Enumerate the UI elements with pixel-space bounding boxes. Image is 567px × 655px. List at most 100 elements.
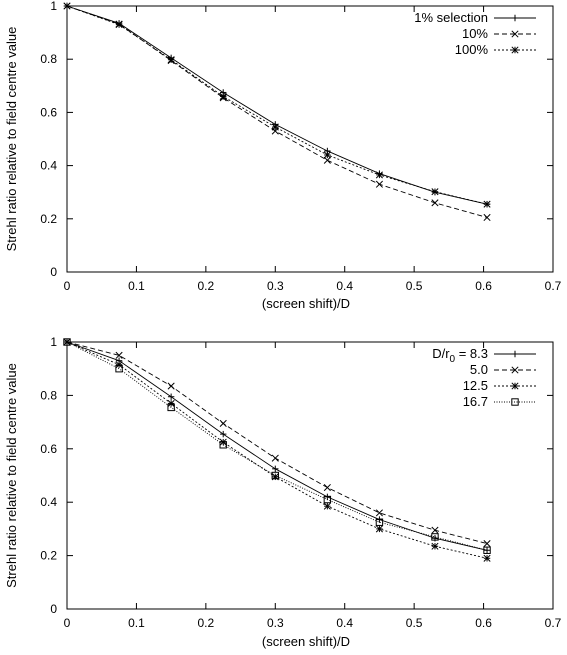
data-point bbox=[483, 547, 491, 554]
chart-panel-2: 0 0.1 0.2 0.3 0.4 0.5 0.6 0.7 0 0.2 0.4 0.6 0.8 1 (scr… bbox=[4, 335, 562, 649]
data-point bbox=[375, 509, 383, 517]
x-axis-label: (screen shift)/D bbox=[262, 634, 350, 649]
legend-label: 16.7 bbox=[463, 394, 488, 409]
x-tick-label: 0.3 bbox=[267, 616, 284, 630]
legend-marker bbox=[511, 366, 519, 374]
plot-frame bbox=[66, 5, 554, 273]
y-tick-label: 0.4 bbox=[40, 159, 57, 173]
x-tick-label: 0.1 bbox=[128, 279, 145, 293]
y-tick-label: 0.4 bbox=[40, 495, 57, 509]
y-axis-label: Strehl ratio relative to field centre va… bbox=[4, 27, 19, 252]
series-line bbox=[66, 341, 488, 551]
x-axis-label: (screen shift)/D bbox=[262, 296, 350, 311]
x-tick-label: 0.5 bbox=[406, 616, 423, 630]
y-tick-label: 0 bbox=[50, 265, 57, 279]
data-point bbox=[219, 438, 227, 446]
x-tick-label: 0 bbox=[64, 279, 71, 293]
series-2 bbox=[63, 2, 491, 222]
data-point bbox=[483, 554, 491, 562]
y-axis-label: Strehl ratio relative to field centre va… bbox=[4, 363, 19, 588]
legend-marker bbox=[511, 30, 519, 38]
series-line bbox=[66, 341, 488, 559]
x-tick-label: 0.6 bbox=[475, 616, 492, 630]
series-line bbox=[66, 341, 488, 551]
data-point bbox=[483, 540, 491, 548]
x-tick-label: 0.7 bbox=[545, 279, 562, 293]
series-4 bbox=[63, 338, 491, 554]
series-1 bbox=[63, 2, 491, 208]
data-point bbox=[219, 419, 227, 427]
data-point bbox=[375, 525, 383, 533]
data-point bbox=[115, 365, 123, 373]
data-point bbox=[271, 454, 279, 462]
x-tick-label: 0.1 bbox=[128, 616, 145, 630]
legend-marker bbox=[511, 350, 519, 358]
data-point bbox=[323, 151, 331, 159]
data-point bbox=[376, 516, 383, 523]
legend-label: 5.0 bbox=[470, 362, 488, 377]
y-tick-label: 0.6 bbox=[40, 105, 57, 119]
data-point bbox=[323, 502, 331, 510]
data-point bbox=[115, 361, 123, 369]
legend-marker bbox=[511, 46, 519, 54]
data-point bbox=[167, 56, 175, 64]
data-point bbox=[483, 213, 491, 222]
y-tick-label: 0.2 bbox=[40, 212, 57, 226]
x-tick-label: 0.4 bbox=[336, 279, 353, 293]
y-tick-label: 1 bbox=[50, 0, 57, 13]
data-point bbox=[324, 493, 331, 501]
data-point bbox=[483, 200, 491, 208]
data-point bbox=[431, 533, 439, 541]
series-3 bbox=[63, 338, 491, 562]
data-point bbox=[63, 338, 71, 346]
data-point bbox=[167, 403, 175, 412]
data-point bbox=[167, 382, 175, 390]
x-tick-label: 0.2 bbox=[198, 616, 215, 630]
data-point bbox=[431, 199, 439, 207]
series-line bbox=[66, 5, 488, 218]
x-tick-label: 0.7 bbox=[545, 616, 562, 630]
data-point bbox=[431, 542, 439, 550]
series-line bbox=[66, 5, 488, 205]
y-tick-label: 1 bbox=[50, 335, 57, 349]
legend-label: 12.5 bbox=[463, 378, 488, 393]
legend-label: 10% bbox=[462, 26, 488, 41]
x-tick-label: 0.6 bbox=[475, 279, 492, 293]
x-tick-label: 0.3 bbox=[267, 279, 284, 293]
legend-label: D/r0 = 8.3 bbox=[432, 346, 488, 365]
data-point bbox=[167, 393, 175, 400]
data-point bbox=[323, 156, 331, 164]
data-point bbox=[431, 526, 439, 534]
chart-panel-1: 0 0.1 0.2 0.3 0.4 0.5 0.6 0.7 0 0.2 0.4 0.6 0.8 1 (scr… bbox=[4, 0, 562, 311]
data-point bbox=[271, 123, 279, 131]
data-point bbox=[431, 188, 439, 196]
data-point bbox=[483, 546, 491, 554]
x-tick-label: 0.5 bbox=[406, 279, 423, 293]
plot-frame bbox=[66, 341, 554, 610]
legend-marker bbox=[511, 14, 519, 22]
data-point bbox=[219, 92, 227, 100]
y-tick-label: 0.8 bbox=[40, 52, 57, 66]
legend-marker bbox=[511, 382, 519, 390]
data-point bbox=[271, 471, 279, 480]
data-point bbox=[63, 2, 71, 10]
x-tick-label: 0.2 bbox=[198, 279, 215, 293]
data-point bbox=[272, 465, 279, 473]
data-point bbox=[115, 351, 123, 359]
series-line bbox=[66, 341, 488, 545]
y-tick-label: 0.6 bbox=[40, 442, 57, 456]
data-point bbox=[219, 441, 227, 449]
x-tick-label: 0 bbox=[64, 616, 71, 630]
series-1 bbox=[63, 338, 491, 554]
data-point bbox=[323, 483, 331, 492]
y-tick-label: 0 bbox=[50, 602, 57, 616]
data-point bbox=[375, 518, 384, 526]
legend-marker bbox=[511, 398, 519, 406]
data-point bbox=[323, 495, 332, 504]
x-tick-label: 0.4 bbox=[336, 616, 353, 630]
data-point bbox=[375, 171, 383, 179]
series-2 bbox=[63, 338, 491, 548]
data-point bbox=[375, 180, 383, 188]
data-point bbox=[220, 430, 227, 438]
